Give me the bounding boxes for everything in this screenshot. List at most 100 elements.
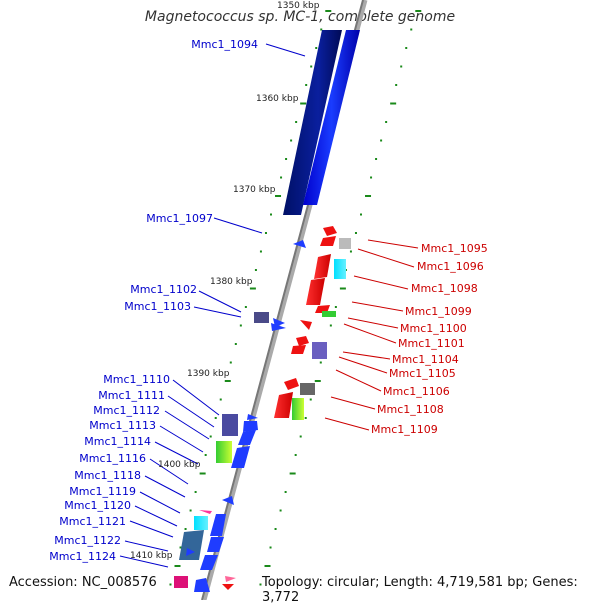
- track-dot: [269, 546, 272, 549]
- track-dot: [359, 213, 362, 216]
- tick-label: 1360 kbp: [256, 94, 299, 104]
- callout-lines-left: [119, 43, 306, 568]
- gene-label: Mmc1_1106: [383, 385, 450, 398]
- track-dot: [375, 158, 378, 160]
- tick-label: 1390 kbp: [187, 369, 230, 379]
- accession-text: Accession: NC_008576: [9, 575, 157, 590]
- track-dot: [219, 398, 222, 401]
- gene-label: Mmc1_1109: [371, 423, 438, 436]
- topology-summary: Topology: circular; Length: 4,719,581 bp…: [262, 575, 600, 605]
- track-dot: [279, 509, 282, 512]
- track-dot: [194, 491, 197, 493]
- callout-lines-right: [324, 239, 419, 431]
- tick-label: 1380 kbp: [210, 277, 253, 287]
- gene-mmc1-1094-b[interactable]: [303, 30, 360, 205]
- track-dot: [229, 361, 232, 364]
- gene-label: Mmc1_1097: [146, 212, 213, 225]
- gene-label: Mmc1_1110: [103, 373, 170, 386]
- track-dot: [390, 102, 397, 105]
- track-dot: [410, 28, 413, 31]
- gene-label: Mmc1_1098: [411, 282, 478, 295]
- kbp-ticks: 1350 kbp 1360 kbp 1370 kbp 1380 kbp 1390…: [130, 1, 320, 561]
- track-dot: [385, 121, 388, 123]
- gene-label: Mmc1_1108: [377, 403, 444, 416]
- track-dot: [264, 565, 271, 567]
- track-dot: [405, 47, 408, 49]
- gene-label: Mmc1_1114: [84, 435, 151, 448]
- gene-labels-reverse[interactable]: Mmc1_1095 Mmc1_1096 Mmc1_1098 Mmc1_1099 …: [371, 242, 488, 436]
- track-dot: [300, 102, 307, 105]
- track-dot: [184, 528, 187, 530]
- outer-dot-track: [169, 10, 422, 586]
- track-dot: [354, 232, 357, 234]
- track-dot: [325, 10, 332, 12]
- track-dot: [169, 583, 172, 586]
- gene-label: Mmc1_1102: [130, 283, 197, 296]
- track-dot: [234, 343, 237, 345]
- tick-label: 1400 kbp: [158, 460, 201, 470]
- track-dot: [295, 121, 298, 123]
- gene-label: Mmc1_1101: [398, 337, 465, 350]
- gene-label: Mmc1_1124: [49, 550, 116, 563]
- track-dot: [274, 528, 277, 530]
- gene-labels-forward[interactable]: Mmc1_1094 Mmc1_1097 Mmc1_1102 Mmc1_1103 …: [49, 38, 258, 563]
- gene-label: Mmc1_1122: [54, 534, 121, 547]
- tick-label: 1410 kbp: [130, 551, 173, 561]
- gene-label: Mmc1_1103: [124, 300, 191, 313]
- track-dot: [179, 546, 182, 549]
- track-dot: [315, 47, 318, 49]
- track-dot: [209, 435, 212, 438]
- tick-label: 1350 kbp: [277, 1, 320, 11]
- track-dot: [299, 435, 302, 438]
- track-dot: [275, 195, 282, 197]
- track-dot: [400, 65, 403, 68]
- gene-features: [174, 226, 351, 592]
- gene-label: Mmc1_1100: [400, 322, 467, 335]
- gene-label: Mmc1_1094: [191, 38, 258, 51]
- track-dot: [204, 454, 207, 456]
- track-dot: [365, 195, 372, 197]
- track-dot: [304, 417, 307, 419]
- gene-label: Mmc1_1095: [421, 242, 488, 255]
- gene-label: Mmc1_1099: [405, 305, 472, 318]
- track-dot: [320, 28, 323, 31]
- track-dot: [224, 380, 231, 382]
- track-dot: [289, 472, 296, 475]
- track-dot: [284, 491, 287, 493]
- track-dot: [310, 65, 313, 68]
- gene-label: Mmc1_1111: [98, 389, 165, 402]
- track-dot: [259, 583, 262, 586]
- track-dot: [189, 509, 192, 512]
- track-dot: [380, 139, 383, 142]
- gene-label: Mmc1_1096: [417, 260, 484, 273]
- track-dot: [264, 232, 267, 234]
- track-dot: [339, 287, 346, 290]
- track-dot: [334, 306, 337, 308]
- gene-label: Mmc1_1119: [69, 485, 136, 498]
- track-dot: [269, 213, 272, 216]
- track-dot: [314, 380, 321, 382]
- gene-label: Mmc1_1112: [93, 404, 160, 417]
- track-dot: [199, 472, 206, 475]
- track-dot: [294, 454, 297, 456]
- track-dot: [319, 361, 322, 364]
- track-dot: [239, 324, 242, 327]
- gene-mmc1-1094[interactable]: [283, 30, 342, 215]
- track-dot: [309, 398, 312, 401]
- track-dot: [329, 324, 332, 327]
- track-dot: [254, 269, 257, 271]
- track-dot: [370, 176, 373, 179]
- track-dot: [244, 306, 247, 308]
- track-dot: [249, 287, 256, 290]
- tick-label: 1370 kbp: [233, 185, 276, 195]
- gene-label: Mmc1_1121: [59, 515, 126, 528]
- map-title: Magnetococcus sp. MC-1, complete genome: [144, 9, 456, 25]
- track-dot: [305, 84, 308, 86]
- track-dot: [259, 250, 262, 253]
- track-dot: [395, 84, 398, 86]
- track-dot: [214, 417, 217, 419]
- gene-label: Mmc1_1104: [392, 353, 459, 366]
- track-dot: [349, 250, 352, 253]
- track-dot: [280, 176, 283, 179]
